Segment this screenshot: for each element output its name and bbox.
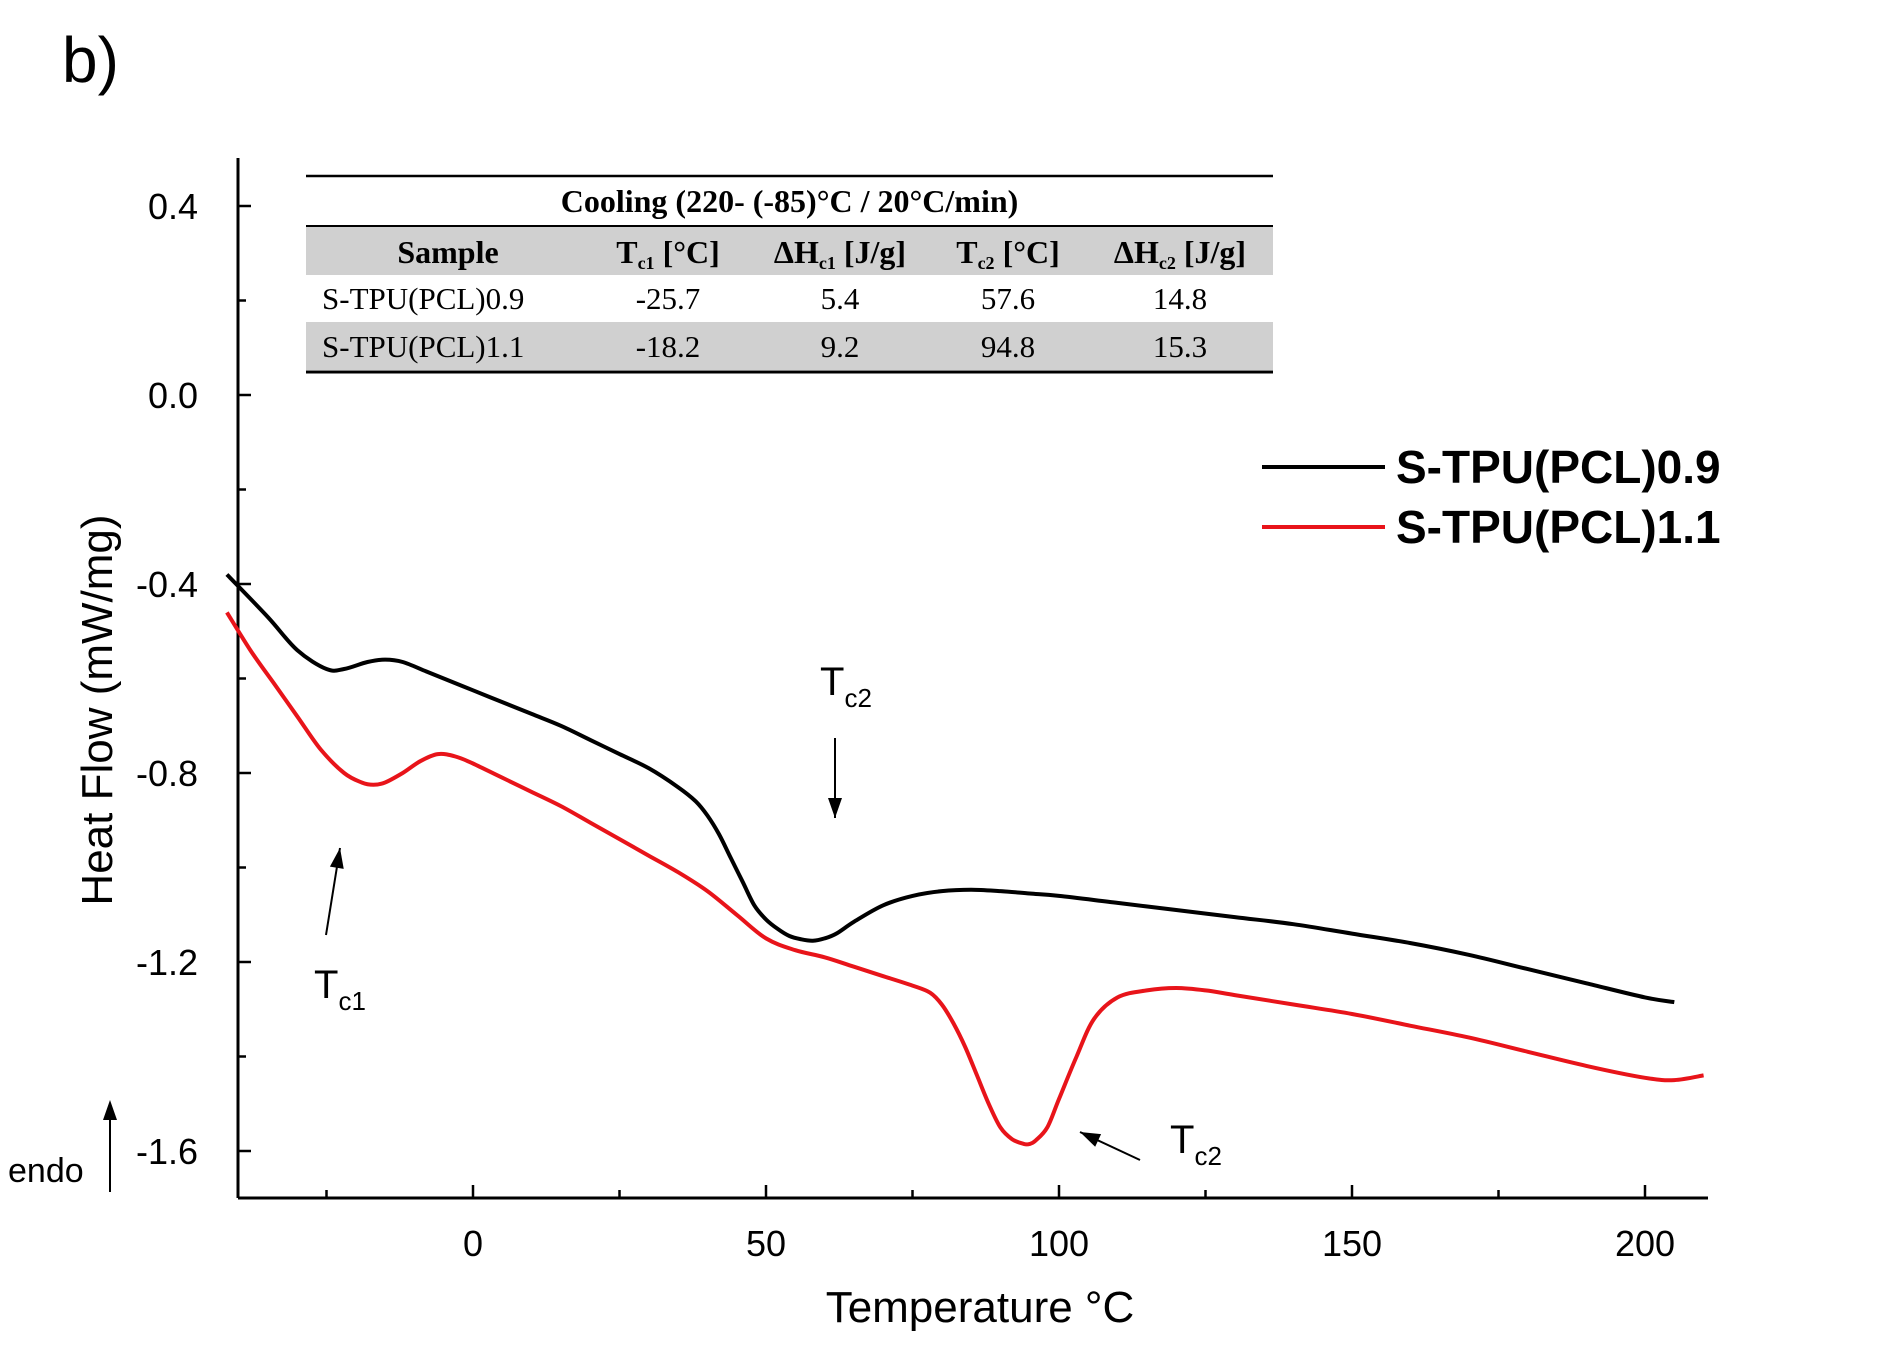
endo-label: endo: [8, 1152, 84, 1190]
table-cell: 57.6: [981, 281, 1035, 316]
y-tick-label: 0.4: [148, 186, 198, 227]
annotation-tc2-top: Tc2: [820, 660, 872, 713]
series-line-2: [225, 611, 1704, 1147]
panel-label: b): [62, 24, 119, 96]
y-tick-label: -1.6: [136, 1131, 198, 1172]
annotation-tc1: Tc1: [314, 963, 366, 1016]
y-tick-label: -0.8: [136, 753, 198, 794]
table-cell: 5.4: [821, 281, 860, 316]
series-line-1: [225, 573, 1675, 1005]
legend: S-TPU(PCL)0.9 S-TPU(PCL)1.1: [1262, 441, 1721, 553]
y-axis-label: Heat Flow (mW/mg): [73, 514, 122, 905]
y-tick-label: 0.0: [148, 375, 198, 416]
y-tick-label: -0.4: [136, 564, 198, 605]
table-cell: 15.3: [1153, 329, 1207, 364]
table-header-cell: Tc1 [°C]: [616, 234, 720, 273]
table-cell: S-TPU(PCL)1.1: [322, 329, 524, 364]
legend-label: S-TPU(PCL)0.9: [1396, 441, 1721, 493]
table-header-cell: ΔHc2 [J/g]: [1114, 234, 1246, 273]
table-header-cell: ΔHc1 [J/g]: [774, 234, 906, 273]
table-cell: 94.8: [981, 329, 1035, 364]
inset-table: Cooling (220- (-85)°C / 20°C/min) Sample T…: [306, 174, 1273, 374]
table-cell: -25.7: [636, 281, 701, 316]
annotation-arrow-head: [828, 798, 842, 818]
table-cell: 14.8: [1153, 281, 1207, 316]
x-axis-label: Temperature °C: [826, 1283, 1135, 1332]
y-tick-label: -1.2: [136, 942, 198, 983]
table-cell: 9.2: [821, 329, 860, 364]
x-tick-label: 50: [746, 1223, 786, 1264]
annotation-tc2-red: Tc2: [1170, 1118, 1222, 1171]
legend-label: S-TPU(PCL)1.1: [1396, 501, 1721, 553]
annotation-arrow-head: [329, 848, 344, 869]
axes: 0 50 100 150 200 0.4 0.0 -0.4 -0.8 -1.2 -1.6 endo: [8, 158, 1708, 1264]
x-tick-label: 0: [463, 1223, 483, 1264]
endo-arrow-head: [103, 1100, 117, 1120]
table-cell: S-TPU(PCL)0.9: [322, 281, 524, 316]
x-tick-label: 150: [1322, 1223, 1382, 1264]
table-header-cell: Sample: [397, 234, 498, 270]
table-title: Cooling (220- (-85)°C / 20°C/min): [561, 183, 1019, 219]
table-header-cell: Tc2 [°C]: [956, 234, 1060, 273]
x-tick-label: 200: [1615, 1223, 1675, 1264]
x-tick-label: 100: [1029, 1223, 1089, 1264]
curves: [225, 573, 1704, 1147]
annotations: Tc2 Tc1 Tc2: [314, 660, 1222, 1171]
table-header-shade: [306, 227, 1273, 275]
annotation-arrow-head: [1080, 1132, 1102, 1147]
table-row-shade: [306, 322, 1273, 370]
table-cell: -18.2: [636, 329, 701, 364]
